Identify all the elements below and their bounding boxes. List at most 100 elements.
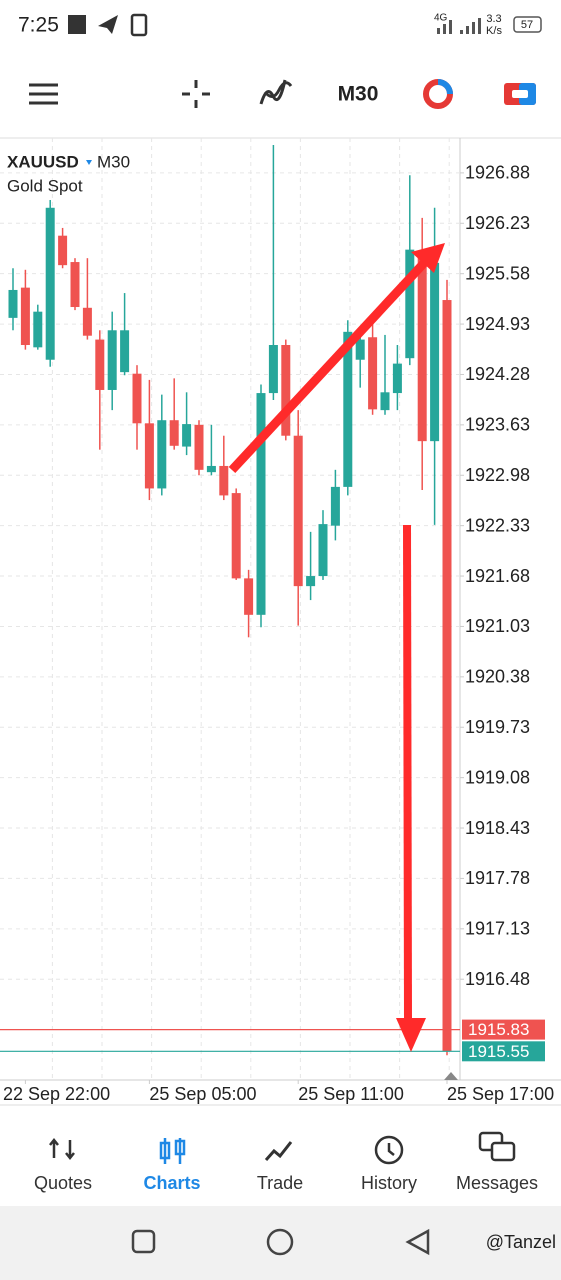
y-tick-label: 1924.93 (465, 314, 530, 334)
y-tick-label: 1923.63 (465, 415, 530, 435)
quotes-icon (49, 1137, 75, 1161)
chart-timeframe: M30 (97, 152, 130, 171)
recents-button[interactable] (131, 1229, 156, 1254)
x-tick-label: 25 Sep 11:00 (298, 1084, 404, 1104)
y-tick-label: 1918.43 (465, 818, 530, 838)
candle-body (417, 255, 427, 442)
candle-body (144, 423, 154, 489)
status-time: 7:25 (18, 14, 59, 37)
candle-body (256, 393, 266, 615)
nav-label: Messages (456, 1173, 538, 1193)
history-icon (374, 1135, 404, 1165)
menu-button[interactable] (29, 83, 58, 105)
y-tick-label: 1922.98 (465, 465, 530, 485)
candle-body (132, 373, 142, 424)
candle-body (45, 207, 55, 360)
y-tick-label: 1924.28 (465, 364, 530, 384)
watermark: @Tanzel (486, 1232, 556, 1252)
annotation-arrow (228, 258, 429, 474)
candle-body (330, 486, 340, 526)
history-icon (387, 1143, 395, 1156)
status-icon (98, 15, 118, 34)
battery-level: 57 (521, 19, 533, 31)
candle-body (355, 339, 365, 360)
scroll-marker (444, 1072, 458, 1080)
candle-body (33, 311, 43, 348)
y-tick-label: 1917.78 (465, 868, 530, 888)
candle-body (306, 576, 316, 587)
x-tick-label: 22 Sep 22:00 (3, 1084, 110, 1104)
candle-body (20, 287, 30, 346)
y-tick-label: 1917.13 (465, 919, 530, 939)
nav-label: Charts (143, 1173, 200, 1193)
candle-body (281, 345, 291, 436)
nav-item[interactable]: History (361, 1173, 417, 1193)
candle-body (82, 307, 92, 336)
annotation-arrowhead (396, 1018, 426, 1052)
objects-button[interactable] (504, 83, 536, 105)
signal-icon (437, 18, 481, 34)
trade-icon (264, 1141, 293, 1161)
nav-item[interactable]: Charts (143, 1173, 200, 1193)
chart-background (0, 138, 561, 1105)
candle-body (206, 465, 216, 473)
timeframe-button[interactable]: M30 (338, 83, 379, 106)
candle-body (244, 578, 254, 615)
battery-icon (513, 16, 542, 33)
candle-body (219, 465, 229, 496)
candle-body (120, 330, 130, 373)
y-tick-label: 1920.38 (465, 667, 530, 687)
symbol-dropdown (86, 160, 92, 165)
system-nav (0, 1206, 561, 1280)
messages-icon (490, 1141, 516, 1162)
nav-label: History (361, 1173, 417, 1193)
price-label-bg (462, 1041, 545, 1062)
candle-body (157, 420, 167, 489)
y-tick-label: 1925.58 (465, 263, 530, 283)
candle-body (107, 330, 117, 390)
y-tick-label: 1926.88 (465, 163, 530, 183)
candle-body (380, 392, 390, 411)
candle-body (70, 262, 80, 308)
status-icon (130, 13, 148, 37)
candle-body (8, 289, 18, 318)
candle-body (194, 424, 204, 470)
x-tick-label: 25 Sep 05:00 (149, 1084, 256, 1104)
charts-icon (174, 1139, 186, 1156)
y-tick-label: 1919.08 (465, 767, 530, 787)
status-speed: 3.3 (486, 13, 501, 25)
nav-item[interactable]: Trade (257, 1173, 303, 1193)
candle-body (231, 493, 241, 579)
indicators-button[interactable] (259, 79, 293, 105)
chart-description: Gold Spot (7, 176, 83, 195)
y-tick-label: 1926.23 (465, 213, 530, 233)
candle-body (169, 420, 179, 446)
status-icon (68, 15, 86, 34)
price-label-bg (462, 1019, 545, 1040)
trade-button[interactable] (423, 79, 453, 109)
candle-body (392, 363, 402, 394)
candle-body (95, 339, 105, 390)
price-label: 1915.55 (468, 1042, 529, 1061)
home-button[interactable] (266, 1228, 294, 1256)
x-tick-label: 25 Sep 17:00 (447, 1084, 554, 1104)
price-label: 1915.83 (468, 1020, 529, 1039)
y-tick-label: 1922.33 (465, 515, 530, 535)
back-button[interactable] (405, 1228, 430, 1256)
candle-body (405, 249, 415, 359)
candle-body (58, 235, 68, 266)
candle-body (442, 300, 452, 1052)
chart: 1926.88 1926.23 1925.58 1924.93 1924.28 1923.… (0, 137, 561, 1106)
annotation-arrowhead (411, 243, 445, 273)
y-tick-label: 1921.68 (465, 566, 530, 586)
crosshair-button[interactable] (182, 80, 210, 108)
status-speed-unit: K/s (486, 25, 502, 37)
candle-body (182, 424, 192, 447)
candle-body (318, 524, 328, 577)
chart-symbol: XAUUSD (7, 152, 79, 171)
nav-item[interactable]: Quotes (34, 1173, 92, 1193)
charts-icon (159, 1141, 171, 1160)
nav-item[interactable]: Messages (456, 1173, 538, 1193)
y-tick-label: 1919.73 (465, 717, 530, 737)
